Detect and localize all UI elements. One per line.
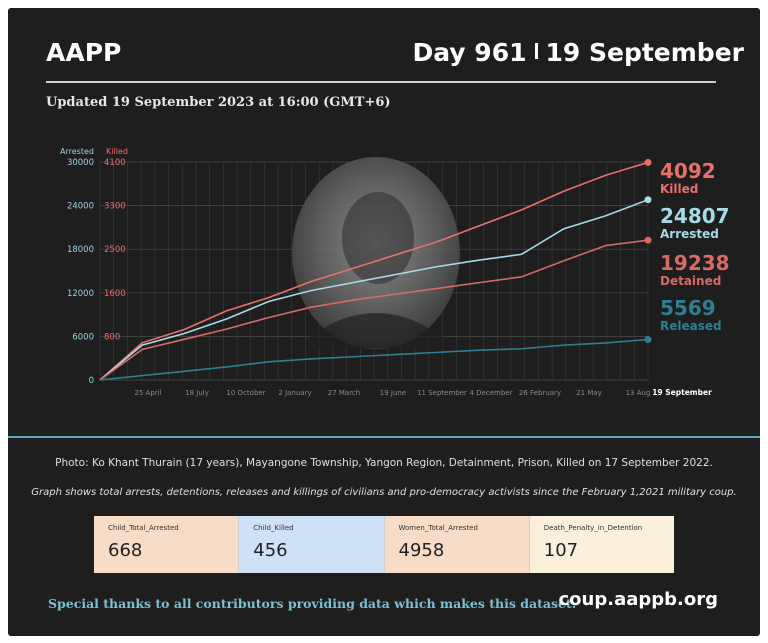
- series-line-killed: [99, 161, 649, 381]
- series-line-arrested: [99, 198, 649, 381]
- right-tick-label: 4100: [104, 158, 126, 168]
- infographic-card: AAPP Day 961 19 September Updated 19 Sept…: [8, 8, 760, 636]
- right-tick-label: 1600: [104, 289, 126, 299]
- right-tick-label: 3300: [104, 202, 126, 212]
- stat-label: Women_Total_Arrested: [398, 524, 478, 532]
- x-tick-label: 4 December: [470, 389, 513, 397]
- updated-timestamp: Updated 19 September 2023 at 16:00 (GMT+…: [46, 95, 391, 110]
- portrait-shoulders: [308, 313, 444, 348]
- series-line-released: [99, 338, 649, 381]
- series-endpoint-arrested: [644, 196, 652, 204]
- photo-caption: Photo: Ko Khant Thurain (17 years), Maya…: [55, 457, 713, 469]
- graph-description: Graph shows total arrests, detentions, r…: [31, 487, 737, 498]
- stat-label: Child_Killed: [253, 524, 294, 532]
- x-tick-label: 18 July: [185, 389, 209, 397]
- line-chart: 0 6000 800 12000 1600 18000 2500 24000 3300 30000…: [60, 147, 730, 397]
- series-end-name: Detained: [660, 274, 721, 288]
- x-tick-label: 19 June: [380, 389, 406, 397]
- x-tick-label: 26 February: [519, 389, 561, 397]
- day-counter: Day 961 19 September: [412, 38, 744, 67]
- stat-label: Death_Penalty_in_Detention: [543, 524, 643, 532]
- series-end-name: Released: [660, 319, 722, 333]
- stat-death-penalty: Death_Penalty_in_Detention 107: [529, 516, 674, 573]
- stat-label: Child_Total_Arrested: [108, 524, 179, 532]
- x-tick-label: 25 April: [134, 389, 161, 397]
- left-tick-label: 24000: [67, 202, 94, 212]
- portrait-face-shadow: [342, 192, 414, 284]
- day-number: Day 961: [412, 38, 527, 67]
- series-end-value: 5569: [660, 296, 716, 320]
- right-tick-label: 2500: [104, 245, 126, 255]
- series-endpoint-detained: [644, 236, 652, 244]
- stat-women-arrested: Women_Total_Arrested 4958: [384, 516, 530, 573]
- x-tick-label: 10 October: [226, 389, 265, 397]
- series-end-name: Killed: [660, 182, 698, 196]
- left-tick-label: 18000: [67, 245, 94, 255]
- stats-table: Child_Total_Arrested 668 Child_Killed 45…: [94, 516, 674, 573]
- footer-thanks: Special thanks to all contributors provi…: [48, 596, 577, 611]
- stat-value: 4958: [398, 540, 445, 561]
- series-line-detained: [99, 239, 649, 381]
- right-tick-label: 800: [104, 332, 120, 342]
- separator-bar: [534, 43, 538, 59]
- stat-value: 668: [108, 540, 143, 561]
- section-divider: [8, 436, 760, 438]
- right-axis-label: Killed: [106, 147, 128, 156]
- x-tick-label: 2 January: [278, 389, 311, 397]
- stat-child-arrested: Child_Total_Arrested 668: [94, 516, 240, 573]
- left-tick-label: 30000: [67, 158, 94, 168]
- stat-value: 107: [543, 540, 579, 561]
- footer-site-link[interactable]: coup.aappb.org: [558, 589, 719, 610]
- x-tick-label: 19 September: [652, 388, 712, 397]
- x-tick-label: 27 March: [328, 389, 360, 397]
- series-endpoint-released: [644, 336, 652, 344]
- day-date: 19 September: [545, 38, 745, 67]
- left-tick-label: 6000: [72, 332, 94, 342]
- x-tick-label: 13 Aug: [626, 389, 651, 397]
- left-tick-label: 12000: [67, 289, 94, 299]
- x-tick-label: 21 May: [576, 389, 602, 397]
- stat-child-killed: Child_Killed 456: [239, 516, 385, 573]
- x-tick-label: 11 September: [417, 389, 467, 397]
- series-end-name: Arrested: [660, 227, 719, 241]
- series-endpoint-killed: [644, 158, 652, 166]
- left-axis-label: Arrested: [60, 147, 94, 156]
- series-end-value: 19238: [660, 251, 730, 275]
- stat-value: 456: [253, 540, 288, 561]
- series-end-value: 4092: [660, 159, 716, 183]
- series-end-value: 24807: [660, 204, 730, 228]
- title-rule: [46, 81, 716, 83]
- left-tick-label: 0: [89, 376, 94, 386]
- brand-title: AAPP: [46, 38, 122, 67]
